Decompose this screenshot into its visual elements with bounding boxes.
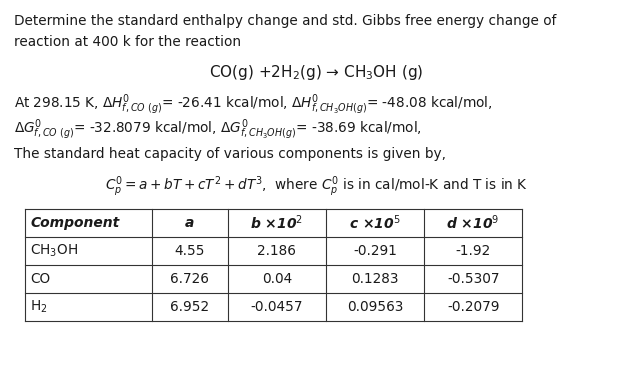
- Text: CO(g) +2H$_2$(g) → CH$_3$OH (g): CO(g) +2H$_2$(g) → CH$_3$OH (g): [210, 63, 423, 82]
- Text: -0.291: -0.291: [353, 244, 397, 258]
- Text: CH$_3$OH: CH$_3$OH: [30, 243, 78, 259]
- Text: Component: Component: [30, 216, 120, 230]
- Text: -0.0457: -0.0457: [251, 300, 303, 314]
- Text: 2.186: 2.186: [258, 244, 296, 258]
- Text: 0.1283: 0.1283: [351, 272, 399, 286]
- Text: b ×10$^2$: b ×10$^2$: [251, 213, 303, 232]
- Text: $C^0_p = a + bT + cT^2 + dT^3$,  where $C^0_p$ is in cal/mol-K and T is in K: $C^0_p = a + bT + cT^2 + dT^3$, where $C…: [105, 175, 528, 199]
- Text: 6.726: 6.726: [170, 272, 210, 286]
- Text: reaction at 400 k for the reaction: reaction at 400 k for the reaction: [14, 35, 241, 49]
- Text: c ×10$^5$: c ×10$^5$: [349, 213, 401, 232]
- Text: 4.55: 4.55: [175, 244, 205, 258]
- Text: H$_2$: H$_2$: [30, 299, 48, 315]
- Text: -0.2079: -0.2079: [447, 300, 499, 314]
- Text: Determine the standard enthalpy change and std. Gibbs free energy change of: Determine the standard enthalpy change a…: [14, 14, 556, 28]
- Text: CO: CO: [30, 272, 51, 286]
- Text: 0.04: 0.04: [262, 272, 292, 286]
- Text: 0.09563: 0.09563: [347, 300, 403, 314]
- Text: The standard heat capacity of various components is given by,: The standard heat capacity of various co…: [14, 147, 446, 161]
- Text: -1.92: -1.92: [456, 244, 491, 258]
- Text: $\Delta G^0_{f,CO\ (g)}$= -32.8079 kcal/mol, $\Delta G^0_{f,CH_3OH(g)}$= -38.69 : $\Delta G^0_{f,CO\ (g)}$= -32.8079 kcal/…: [14, 118, 422, 142]
- Text: d ×10$^9$: d ×10$^9$: [446, 213, 500, 232]
- Text: -0.5307: -0.5307: [447, 272, 499, 286]
- Text: a: a: [185, 216, 194, 230]
- Text: 6.952: 6.952: [170, 300, 210, 314]
- Text: At 298.15 K, $\Delta H^0_{f,CO\ (g)}$= -26.41 kcal/mol, $\Delta H^0_{f,CH_3OH(g): At 298.15 K, $\Delta H^0_{f,CO\ (g)}$= -…: [14, 93, 492, 117]
